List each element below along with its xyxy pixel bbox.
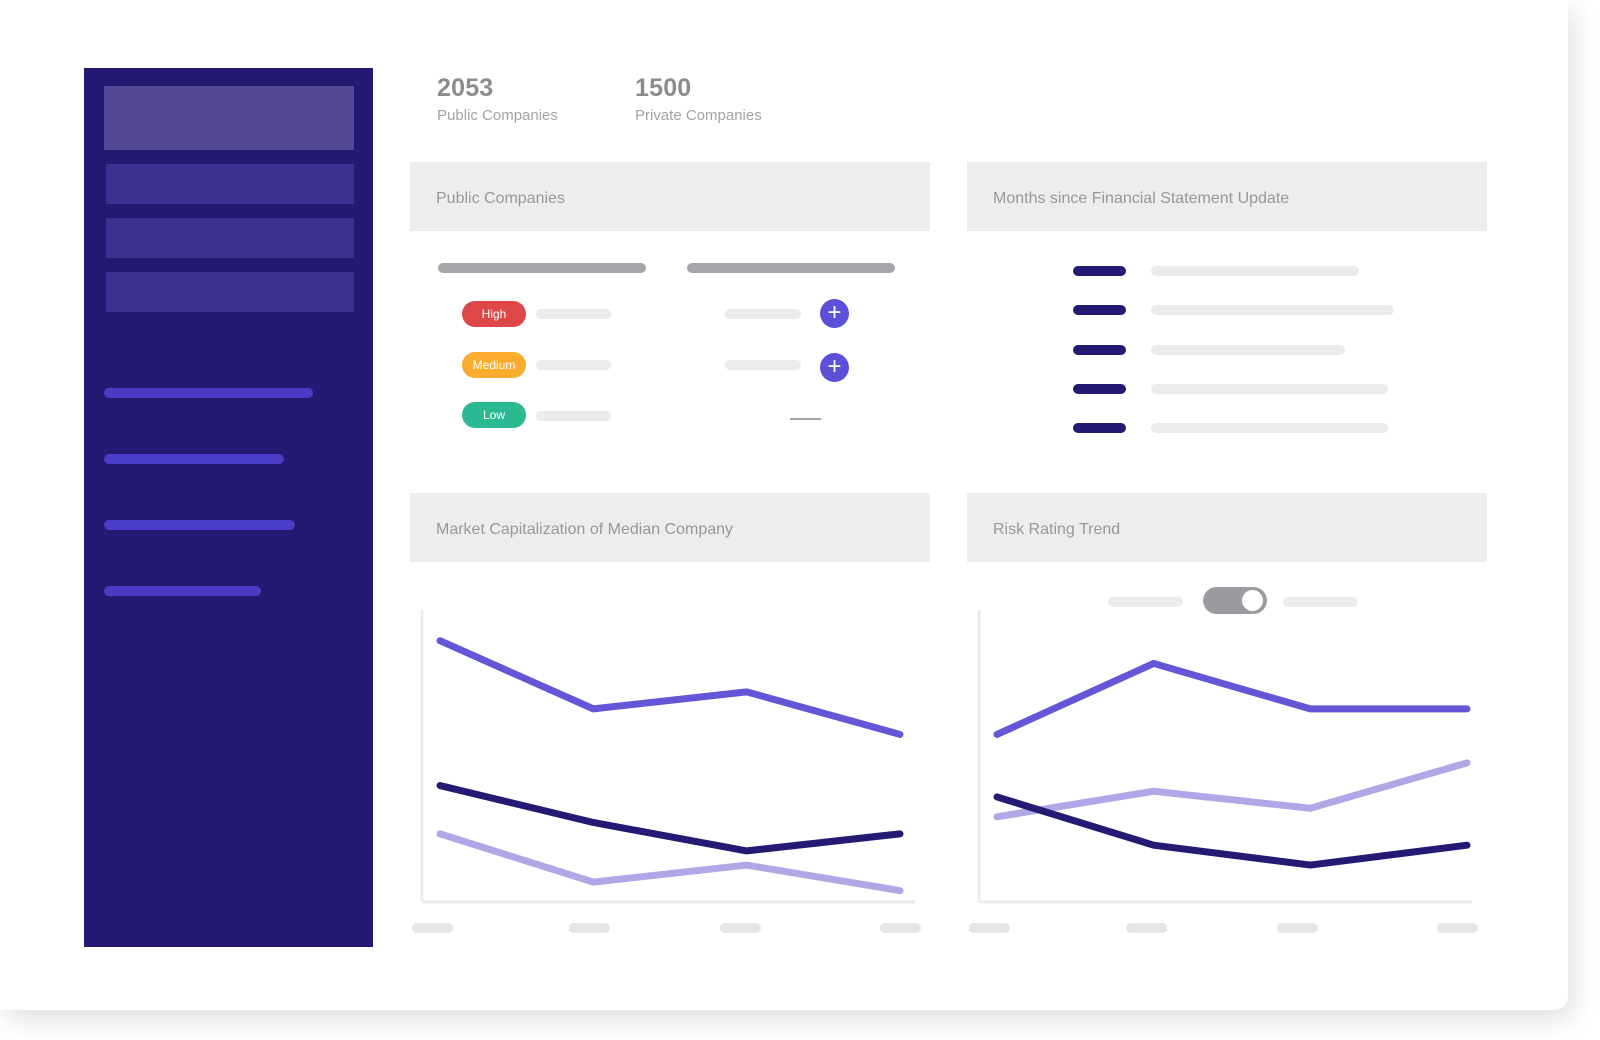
text-placeholder [1151,423,1388,433]
card-title: Public Companies [436,190,565,207]
x-tick-label-1 [969,923,1010,933]
risk-badge-medium: Medium [462,352,526,378]
series-line-3 [993,793,1471,869]
series-line-3 [436,830,904,895]
risk-badge-high: High [462,301,526,327]
stat-value: 1500 [635,74,692,102]
series-line-1 [436,637,904,738]
sidebar-nav-item-1[interactable] [104,388,313,398]
stat-public-companies: 2053 Public Companies [437,74,558,124]
sidebar-nav-item-3[interactable] [104,520,295,530]
text-placeholder [1151,384,1388,394]
x-tick-label-1 [412,923,453,933]
series-line-1 [993,659,1471,738]
stat-value: 2053 [437,74,494,102]
column-header-placeholder [687,263,895,273]
public-companies-card-header: Public Companies [410,162,930,231]
add-icon[interactable]: + [820,299,849,328]
add-icon[interactable]: + [820,353,849,382]
sidebar-block-3[interactable] [106,272,354,312]
stat-private-companies: 1500 Private Companies [635,74,762,124]
legend-bar [1073,305,1126,315]
x-tick-label-4 [1437,923,1478,933]
legend-bar [1073,266,1126,276]
stat-label: Private Companies [635,107,762,124]
series-line-2 [993,759,1471,821]
text-placeholder [1151,305,1394,315]
x-tick-label-4 [880,923,921,933]
text-placeholder [1151,266,1359,276]
text-placeholder [1151,345,1345,355]
market-cap-line-chart [412,610,921,933]
sidebar-block-1[interactable] [106,164,354,204]
legend-bar [1073,384,1126,394]
risk-trend-toggle[interactable] [1203,587,1267,614]
risk-badge-low: Low [462,402,526,428]
value-placeholder [725,360,801,370]
legend-bar [1073,345,1126,355]
column-header-placeholder [438,263,646,273]
sidebar-header-placeholder[interactable] [104,86,354,150]
sidebar-nav-item-4[interactable] [104,586,261,596]
card-title: Market Capitalization of Median Company [436,521,734,538]
risk-trend-card-header: Risk Rating Trend [967,493,1487,562]
risk-trend-line-chart [969,610,1478,933]
toggle-label-right [1283,597,1358,607]
toggle-label-left [1108,597,1183,607]
legend-bar [1073,423,1126,433]
stat-label: Public Companies [437,107,558,124]
market-cap-card-header: Market Capitalization of Median Company [410,493,930,562]
series-line-2 [436,782,904,855]
dashboard-window: 2053 Public Companies 1500 Private Compa… [84,68,1487,947]
value-placeholder [536,360,611,370]
card-title: Months since Financial Statement Update [993,190,1290,207]
sidebar-nav-item-2[interactable] [104,454,284,464]
dash-icon [790,418,821,420]
x-tick-label-2 [569,923,610,933]
sidebar-block-2[interactable] [106,218,354,258]
toggle-knob [1242,590,1263,611]
months-since-update-card-header: Months since Financial Statement Update [967,162,1487,231]
x-tick-label-3 [720,923,761,933]
value-placeholder [536,309,611,319]
value-placeholder [536,411,611,421]
x-tick-label-2 [1126,923,1167,933]
card-title: Risk Rating Trend [993,521,1121,538]
value-placeholder [725,309,801,319]
sidebar [84,68,373,947]
x-tick-label-3 [1277,923,1318,933]
